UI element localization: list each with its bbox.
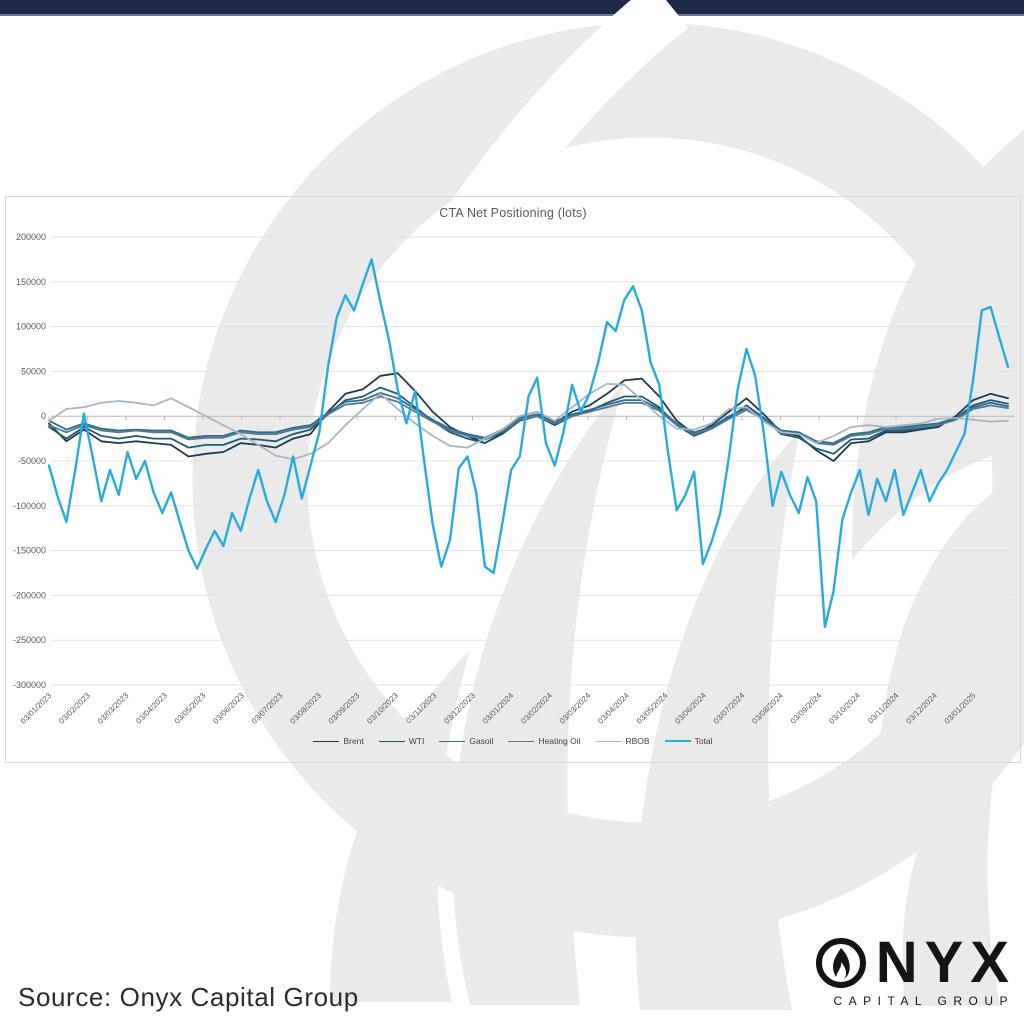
x-axis-label: 03/12/2023 — [442, 691, 477, 726]
watermark-petal-right-lower — [878, 470, 1024, 762]
series-line-heating-oil — [48, 395, 1009, 446]
y-axis-label: -150000 — [13, 546, 46, 556]
x-axis-label: 03/11/2023 — [404, 691, 439, 726]
y-axis-label: 100000 — [16, 322, 46, 332]
o-flame-icon — [815, 938, 866, 988]
x-axis-label: 03/11/2024 — [866, 691, 901, 726]
flame-watermark-shapes — [192, 0, 1024, 1010]
chart-svg: 200000 150000 100000 50000 0 -50000 -100000 -15… — [13, 232, 1014, 726]
logo-subtext: CAPITAL GROUP — [833, 994, 1014, 1008]
watermark-petal-bottom-right — [902, 722, 1002, 1006]
legend-label: WTI — [408, 736, 425, 746]
x-axis-label: 03/06/2023 — [211, 691, 246, 726]
y-axis-label: 150000 — [16, 277, 46, 287]
series-line-total — [47, 258, 1010, 628]
x-axis-label: 03/12/2024 — [904, 691, 939, 726]
x-axis-label: 03/09/2024 — [789, 691, 824, 726]
legend-item-total: Total — [664, 736, 713, 746]
y-axis-label: 200000 — [16, 232, 46, 242]
chart-legend: Brent WTI Gasoil Heating Oil RBOB Total — [6, 736, 1020, 746]
y-axis-label: -50000 — [18, 456, 46, 466]
chart-title: CTA Net Positioning (lots) — [439, 206, 587, 220]
top-navy-bar — [0, 0, 1024, 16]
legend-swatch — [378, 740, 405, 742]
legend-swatch — [508, 740, 535, 742]
y-axis-label: 0 — [41, 411, 46, 421]
legend-label: Heating Oil — [538, 736, 581, 746]
x-axis-label: 03/05/2023 — [173, 691, 208, 726]
legend-item-wti: WTI — [378, 736, 425, 746]
x-axis-label: 03/02/2023 — [57, 691, 92, 726]
legend-label: Brent — [343, 736, 364, 746]
legend-item-rbob: RBOB — [595, 736, 650, 746]
x-axis-label: 03/02/2024 — [519, 691, 554, 726]
legend-swatch — [313, 740, 340, 742]
legend-item-heating-oil: Heating Oil — [508, 736, 581, 746]
x-axis-label: 03/07/2024 — [712, 691, 747, 726]
x-axis-label: 03/03/2023 — [96, 691, 131, 726]
legend-swatch — [664, 740, 691, 742]
legend-item-gasoil: Gasoil — [439, 736, 493, 746]
x-axis-label: 03/05/2024 — [635, 691, 670, 726]
y-axis-label: -100000 — [13, 501, 46, 511]
watermark-white-cut — [374, 0, 689, 355]
legend-label: Gasoil — [469, 736, 494, 746]
legend-label: RBOB — [625, 736, 650, 746]
watermark-petal-center-left — [452, 380, 625, 1005]
watermark-petal-left — [330, 650, 470, 1002]
legend-swatch — [595, 740, 622, 742]
chart-panel: 200000 150000 100000 50000 0 -50000 -100000 -15… — [5, 196, 1021, 763]
x-axis-label: 03/01/2023 — [19, 691, 54, 726]
legend-swatch — [439, 740, 466, 742]
x-axis-label: 03/10/2023 — [365, 691, 400, 726]
x-axis-label: 03/04/2023 — [134, 691, 169, 726]
x-axis-label: 03/06/2024 — [673, 691, 708, 726]
x-axis-label: 03/07/2023 — [250, 691, 285, 726]
onyx-logo: NYX CAPITAL GROUP — [813, 934, 1016, 1008]
logo-wordmark: NYX — [875, 930, 1016, 995]
y-axis-label: -300000 — [13, 680, 46, 690]
x-axis-label: 03/01/2025 — [943, 691, 978, 726]
series-line-rbob — [48, 382, 1009, 461]
x-axis-label: 03/04/2024 — [596, 691, 631, 726]
y-axis-label: -200000 — [13, 590, 46, 600]
y-axis-label: -250000 — [13, 635, 46, 645]
watermark-petal-center-right — [635, 430, 800, 1010]
x-axis-label: 03/09/2023 — [327, 691, 362, 726]
logo-wordmark-row: NYX — [813, 934, 1016, 992]
source-text: Source: Onyx Capital Group — [18, 982, 359, 1012]
x-axis-label: 03/01/2024 — [481, 691, 516, 726]
y-axis-label: 50000 — [21, 366, 46, 376]
x-axis-label: 03/10/2024 — [827, 691, 862, 726]
x-axis-label: 03/03/2024 — [558, 691, 593, 726]
x-axis-label: 03/08/2024 — [750, 691, 785, 726]
legend-item-brent: Brent — [313, 736, 364, 746]
legend-label: Total — [694, 736, 713, 746]
x-axis-label: 03/08/2023 — [288, 691, 323, 726]
series-line-gasoil — [48, 391, 1009, 445]
